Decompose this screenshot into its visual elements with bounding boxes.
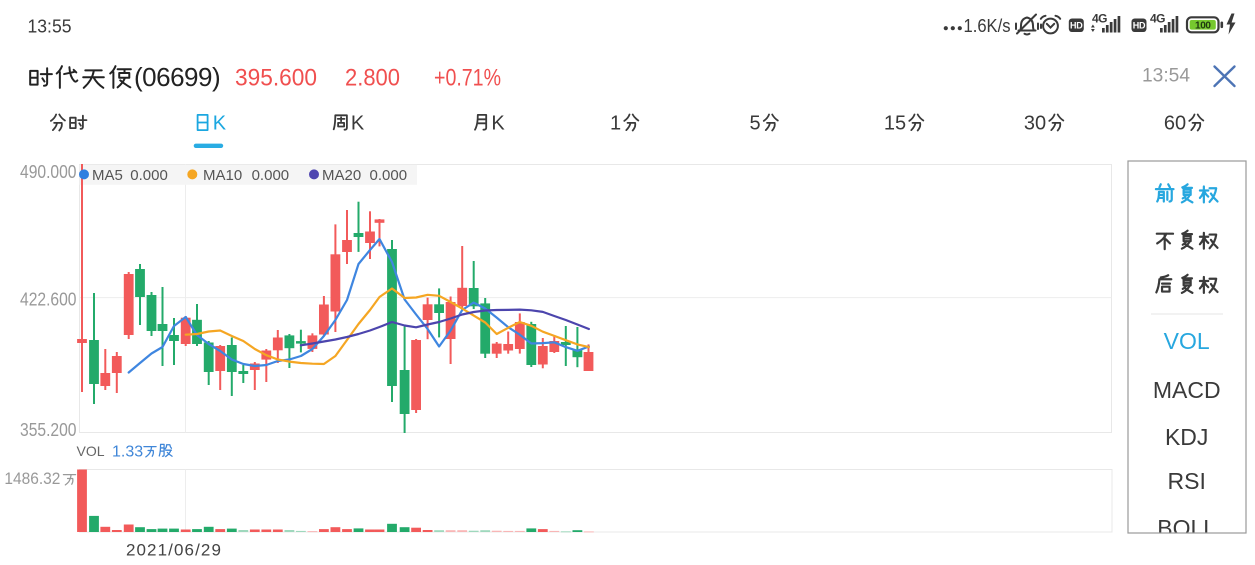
svg-text:422.600: 422.600	[20, 290, 77, 310]
svg-text:HD: HD	[1133, 21, 1146, 31]
svg-text:2021/06/29: 2021/06/29	[126, 541, 222, 560]
svg-text:395.600: 395.600	[235, 65, 317, 92]
svg-text:5: 5	[749, 113, 760, 135]
svg-text:4G: 4G	[1150, 11, 1165, 25]
svg-text:VOL: VOL	[77, 443, 105, 459]
svg-text:1: 1	[610, 113, 621, 135]
svg-text:BOLL: BOLL	[1157, 515, 1216, 541]
svg-text:15: 15	[884, 113, 906, 135]
svg-text:100: 100	[1195, 20, 1211, 31]
svg-text:K: K	[491, 113, 505, 135]
svg-text:13:55: 13:55	[28, 15, 72, 36]
svg-text:490.000: 490.000	[20, 162, 77, 182]
svg-text:1.6K/s: 1.6K/s	[964, 15, 1011, 36]
svg-text:0.000: 0.000	[130, 167, 168, 184]
svg-text:VOL: VOL	[1164, 328, 1210, 354]
svg-text:MA20: MA20	[322, 167, 361, 184]
svg-text:2.800: 2.800	[345, 65, 400, 92]
svg-text:4G: 4G	[1092, 11, 1107, 25]
svg-text:13:54: 13:54	[1142, 66, 1190, 87]
svg-text:MACD: MACD	[1153, 377, 1221, 403]
svg-text:0.000: 0.000	[252, 167, 290, 184]
svg-text:+0.71%: +0.71%	[434, 65, 501, 92]
svg-text:MA10: MA10	[203, 167, 242, 184]
svg-text:1486.32: 1486.32	[4, 469, 60, 488]
svg-text:1.33: 1.33	[112, 444, 143, 461]
svg-text:(06699): (06699)	[134, 62, 220, 92]
svg-text:K: K	[213, 113, 227, 135]
svg-text:K: K	[351, 113, 365, 135]
svg-text:30: 30	[1024, 113, 1046, 135]
svg-text:MA5: MA5	[92, 167, 123, 184]
svg-text:KDJ: KDJ	[1165, 424, 1208, 450]
svg-text:HD: HD	[1070, 21, 1083, 31]
svg-text:60: 60	[1164, 113, 1186, 135]
svg-text:355.200: 355.200	[20, 420, 77, 440]
svg-text:0.000: 0.000	[370, 167, 408, 184]
svg-text:RSI: RSI	[1168, 468, 1206, 494]
